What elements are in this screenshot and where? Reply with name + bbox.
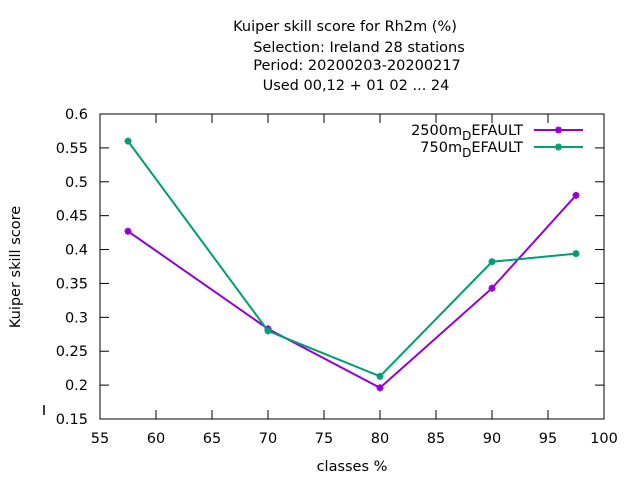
legend: 2500mDEFAULT 750mDEFAULT <box>411 123 583 160</box>
x-tick-label: 85 <box>427 431 445 447</box>
legend-label-2500m: 2500mDEFAULT <box>411 123 523 143</box>
legend-marker <box>555 126 562 134</box>
data-point <box>124 137 132 145</box>
series-line <box>127 194 577 390</box>
data-point <box>488 284 496 292</box>
title-line-1: Kuiper skill score for Rh2m (%) <box>233 19 457 35</box>
tick-labels: 55 60 65 70 75 80 85 90 95 100 0.15 0.2 0.25 0.3 0.35 0… <box>56 107 618 447</box>
y-axis-title: Kuiper skill score <box>8 206 24 328</box>
data-point <box>572 191 580 199</box>
x-tick-label: 55 <box>91 431 109 447</box>
y-tick-label: 0.15 <box>56 412 88 428</box>
legend-marker <box>555 143 562 151</box>
y-tick-label: 0.55 <box>56 141 88 157</box>
y-tick-label: 0.5 <box>65 175 88 191</box>
series-750m <box>124 137 580 380</box>
data-point <box>572 250 580 258</box>
x-tick-label: 75 <box>315 431 333 447</box>
x-tick-label: 90 <box>483 431 501 447</box>
x-tick-label: 100 <box>590 431 618 447</box>
y-tick-label: 0.35 <box>56 276 88 292</box>
series-line <box>127 140 577 378</box>
y-tick-label: 0.45 <box>56 209 88 225</box>
series-2500m <box>124 191 580 392</box>
x-axis-title: classes % <box>317 459 388 475</box>
x-tick-label: 60 <box>147 431 165 447</box>
y-tick-label: 0.3 <box>65 310 88 326</box>
legend-label-750m: 750mDEFAULT <box>420 140 523 160</box>
x-tick-label: 70 <box>259 431 277 447</box>
data-point <box>376 372 384 380</box>
legend-swatch <box>534 143 583 151</box>
y-tick-label: 0.25 <box>56 344 88 360</box>
legend-swatch <box>534 126 583 134</box>
x-tick-label: 65 <box>203 431 221 447</box>
title-line-2: Selection: Ireland 28 stations <box>253 40 465 56</box>
data-point <box>264 327 272 335</box>
y-tick-label: 0.6 <box>65 107 88 123</box>
title-line-4: Used 00,12 + 01 02 ... 24 <box>263 78 450 94</box>
data-point <box>124 227 132 235</box>
x-tick-label: 80 <box>371 431 389 447</box>
series-layer <box>124 137 580 392</box>
y-tick-label: 0.2 <box>65 378 88 394</box>
x-tick-label: 95 <box>539 431 557 447</box>
y-tick-label: 0.4 <box>65 243 88 259</box>
data-point <box>376 384 384 392</box>
plot-frame <box>99 113 605 420</box>
data-point <box>488 258 496 266</box>
chart-title: Kuiper skill score for Rh2m (%) Selectio… <box>233 19 465 94</box>
title-line-3: Period: 20200203-20200217 <box>253 58 461 74</box>
